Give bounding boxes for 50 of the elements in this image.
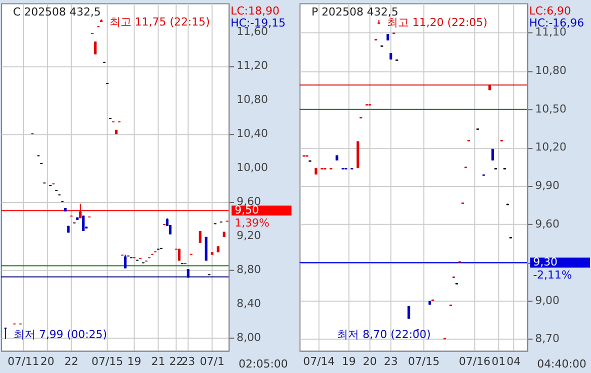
x-tick-label: 22	[64, 355, 78, 368]
y-tick-label: 11,20	[236, 59, 268, 72]
x-tick-label: 19	[127, 355, 142, 368]
candlestick	[79, 203, 82, 219]
y-tick-label: 8,00	[236, 330, 262, 344]
y-tick-label: 9,60	[535, 217, 560, 230]
candlestick	[408, 306, 410, 320]
y-tick-label: 10,00	[236, 161, 268, 174]
x-tick-label: 20	[362, 355, 377, 368]
x-tick-label: 21	[151, 355, 166, 368]
y-tick-label: 9,20	[236, 229, 262, 242]
y-tick-label: 8,40	[236, 296, 262, 310]
x-tick-label: 01	[492, 355, 506, 368]
x-tick-label: 19	[342, 355, 356, 368]
chart-title: P 202508 432,5	[311, 5, 398, 18]
candlestick	[124, 254, 127, 269]
text: 02:05:00	[238, 358, 288, 371]
y-tick-label: 10,80	[236, 93, 268, 106]
y-tick-label: 10,50	[535, 102, 567, 116]
y-tick-label: 9,00	[535, 294, 560, 307]
x-tick-label: 07/15	[408, 355, 440, 368]
annotation: 최고 11,20 (22:05)	[386, 16, 488, 29]
x-tick-label: 22	[169, 355, 184, 368]
x-tick-label: 07/15	[92, 355, 124, 368]
x-tick-label: 07/1	[200, 355, 224, 368]
x-tick-label: 07/16	[458, 355, 491, 368]
candlestick	[94, 41, 97, 55]
x-tick-label: 23	[181, 355, 196, 368]
ref-line-label: 9,30	[533, 256, 558, 269]
y-tick-label: 10,20	[535, 140, 567, 154]
text: -2,11%	[533, 268, 572, 282]
annotation: 최고 11,75 (22:15)	[109, 15, 210, 28]
text: 04:40:00	[537, 358, 586, 371]
annotation: 최저 7,99 (00:25)	[13, 328, 108, 341]
text: LC:18,90	[230, 4, 280, 18]
y-tick-label: 10,40	[236, 127, 268, 140]
text: LC:6,90	[529, 4, 572, 18]
y-tick-label: 10,80	[535, 64, 567, 77]
y-tick-label: 8,70	[535, 332, 560, 346]
y-tick-label: 8,80	[236, 263, 262, 276]
text: 1,39%	[234, 216, 270, 230]
x-tick-label: 23	[384, 355, 398, 368]
x-tick-label: 07/14	[303, 355, 335, 368]
y-tick-label: 9,90	[535, 178, 560, 192]
chart-title: C 202508 432,5	[12, 5, 101, 18]
candlestick	[82, 215, 85, 232]
x-tick-label: 07/11	[8, 355, 40, 368]
annotation: 최저 8,70 (22:00)	[337, 328, 431, 342]
x-tick-label: 20	[40, 355, 54, 368]
x-tick-label: 04	[506, 355, 521, 368]
